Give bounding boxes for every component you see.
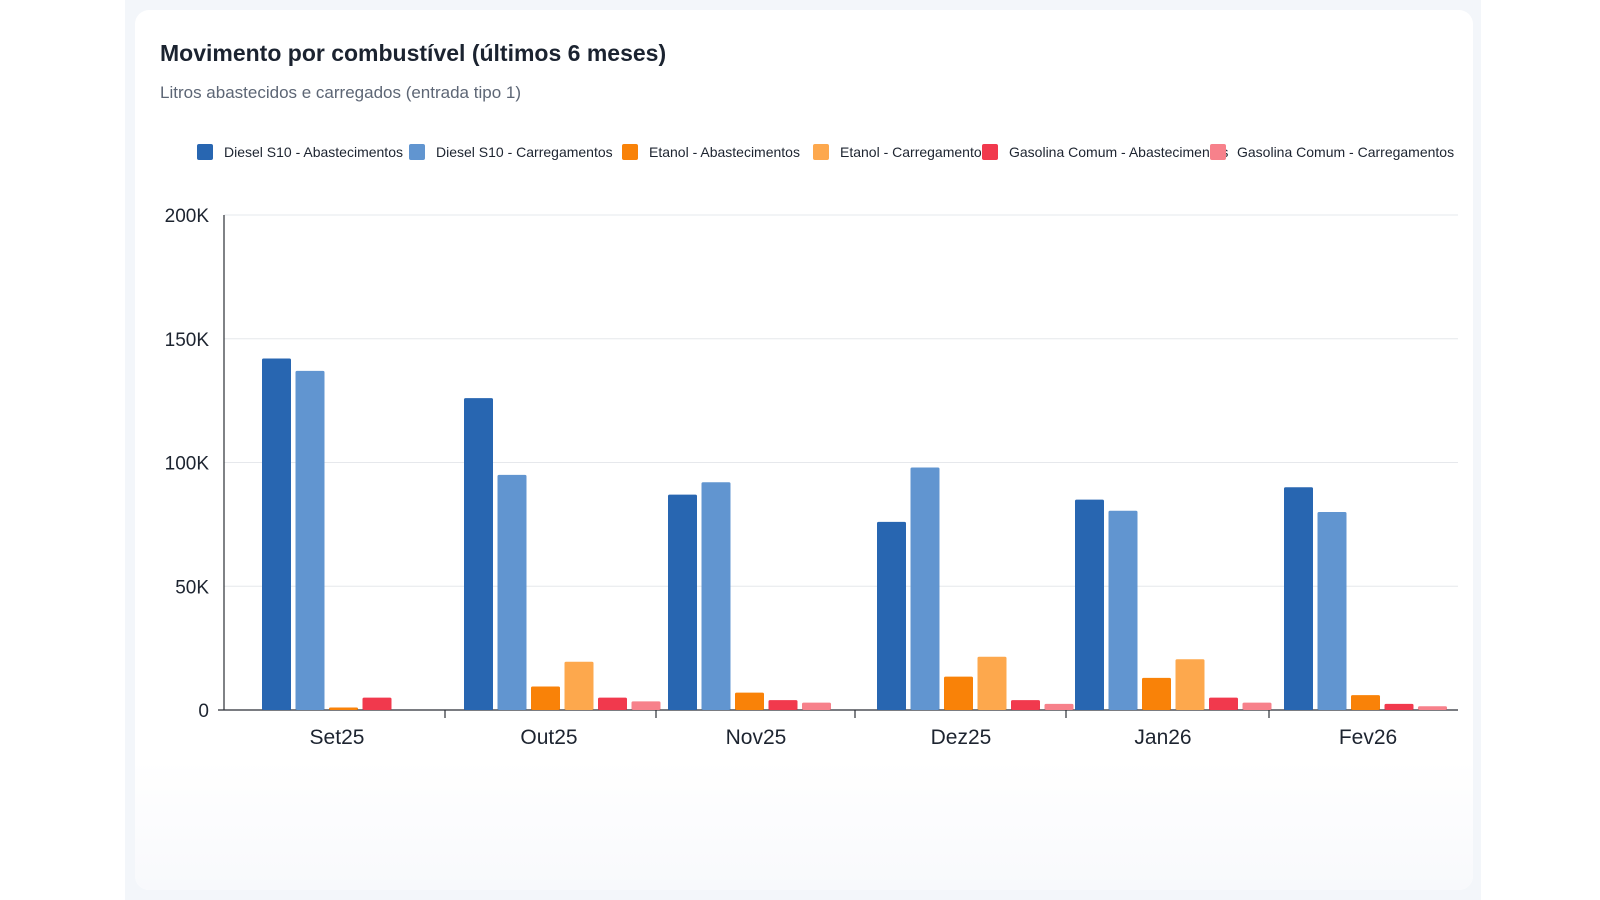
legend-item-diesel-abastecimentos[interactable]: Diesel S10 - Abastecimentos [197,143,403,161]
bar [1108,510,1138,710]
bar [1011,700,1040,710]
bar [877,521,906,710]
chart-title: Movimento por combustível (últimos 6 mes… [160,40,667,66]
legend-swatch [409,144,425,160]
bar [295,370,325,710]
legend-swatch [982,144,998,160]
legend-label: Gasolina Comum - Abastecimentos [1009,144,1229,160]
x-tick-label: Jan26 [1134,726,1191,749]
y-tick-label: 100K [165,454,210,475]
chart-subtitle: Litros abastecidos e carregados (entrada… [160,83,521,102]
bar [802,702,831,710]
bar [701,482,731,710]
chart-card [135,10,1473,890]
bar [497,474,527,710]
bar [564,661,594,710]
bar [262,358,291,710]
bar [1418,706,1447,710]
legend-swatch [622,144,638,160]
bar [598,697,627,710]
bar [1075,499,1104,710]
y-tick-label: 150K [165,330,210,351]
bar [1351,695,1380,710]
bar [944,676,973,710]
legend-label: Diesel S10 - Carregamentos [436,144,613,160]
legend-swatch [813,144,829,160]
bar [1317,512,1347,710]
legend-label: Diesel S10 - Abastecimentos [224,144,403,160]
legend-swatch [1210,144,1226,160]
bar [1044,703,1074,710]
bar [631,701,661,710]
x-tick-label: Dez25 [931,726,992,749]
bar [735,692,764,710]
legend-label: Gasolina Comum - Carregamentos [1237,144,1455,160]
bar [464,398,493,710]
bar [1175,659,1205,710]
bar [668,494,697,710]
bar [1284,487,1313,710]
bar [977,656,1007,710]
bar [1242,702,1272,710]
y-tick-label: 50K [175,577,209,598]
bar [329,707,358,710]
y-tick-label: 0 [198,701,209,722]
bar [362,697,392,710]
bar [768,700,798,710]
bar [531,686,560,710]
x-tick-label: Out25 [520,726,577,749]
legend-item-gasolina-carregamentos[interactable]: Gasolina Comum - Carregamentos [1210,143,1454,161]
legend-item-diesel-carregamentos[interactable]: Diesel S10 - Carregamentos [409,143,613,161]
bar [910,467,940,710]
legend-swatch [197,144,213,160]
bar [1384,703,1414,710]
x-tick-label: Fev26 [1339,726,1397,749]
legend-label: Etanol - Carregamentos [840,144,989,160]
x-tick-label: Nov25 [726,726,787,749]
bar [1142,677,1171,710]
legend-item-etanol-abastecimentos[interactable]: Etanol - Abastecimentos [622,143,800,161]
card-bottom-fade [135,760,1473,890]
x-tick-label: Set25 [310,726,365,749]
legend-item-gasolina-abastecimentos[interactable]: Gasolina Comum - Abastecimentos [982,143,1228,161]
y-tick-label: 200K [165,206,210,227]
bar [1209,697,1238,710]
legend-item-etanol-carregamentos[interactable]: Etanol - Carregamentos [813,143,989,161]
legend-label: Etanol - Abastecimentos [649,144,800,160]
